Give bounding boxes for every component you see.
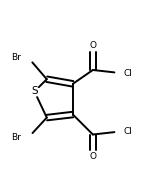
Text: Br: Br: [11, 133, 21, 142]
Text: Br: Br: [11, 53, 21, 62]
Text: Cl: Cl: [124, 127, 133, 136]
Text: Cl: Cl: [124, 69, 133, 78]
Text: S: S: [31, 87, 38, 96]
Text: O: O: [89, 41, 96, 50]
Text: O: O: [89, 152, 96, 160]
